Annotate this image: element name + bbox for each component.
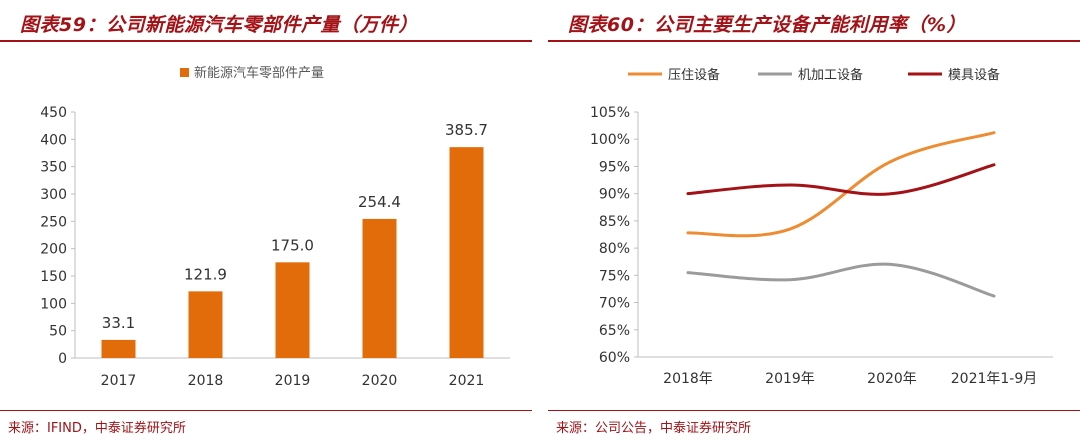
left-source-rule <box>0 410 532 411</box>
legend-label: 新能源汽车零部件产量 <box>194 65 324 81</box>
y-tick-label: 95% <box>599 159 630 175</box>
x-tick-label: 2018 <box>188 373 224 389</box>
left-source-note: 来源：IFIND，中泰证券研究所 <box>8 421 186 436</box>
y-tick-label: 60% <box>599 350 630 366</box>
y-tick-label: 250 <box>40 214 67 230</box>
y-tick-label: 200 <box>40 242 67 258</box>
legend-label: 模具设备 <box>948 67 1000 83</box>
series-line <box>686 163 996 196</box>
left-chart-panel: 图表59：公司新能源汽车零部件产量（万件） 新能源汽车零部件产量 0 50 100 15… <box>0 0 532 440</box>
legend-label: 机加工设备 <box>798 67 863 83</box>
data-label: 175.0 <box>271 236 314 254</box>
y-tick-label: 50 <box>49 324 67 340</box>
right-line-chart: 压住设备 机加工设备 模具设备 60% 65% 70% 75% 80% 85% 90% 95% 100… <box>590 67 1053 387</box>
legend-swatch <box>180 68 189 77</box>
y-tick-label: 450 <box>40 105 67 121</box>
right-source-rule <box>548 410 1080 411</box>
bar <box>449 147 484 358</box>
data-label: 385.7 <box>445 121 488 139</box>
x-tick-label: 2021 <box>449 373 485 389</box>
y-tick-label: 150 <box>40 269 67 285</box>
bar <box>275 262 310 358</box>
y-tick-label: 100% <box>590 132 630 148</box>
x-tick-label: 2018年 <box>663 371 713 387</box>
y-tick-label: 80% <box>599 241 630 257</box>
y-tick-label: 65% <box>599 323 630 339</box>
right-title-rule <box>548 40 1080 42</box>
left-chart-title: 图表59：公司新能源汽车零部件产量（万件） <box>20 14 418 36</box>
y-tick-label: 70% <box>599 296 630 312</box>
bar <box>362 218 397 358</box>
x-tick-label: 2020 <box>362 373 398 389</box>
y-tick-label: 0 <box>58 351 67 367</box>
data-label: 33.1 <box>102 314 135 332</box>
y-tick-label: 400 <box>40 132 67 148</box>
y-tick-label: 90% <box>599 187 630 203</box>
series-line <box>686 262 996 298</box>
y-tick-label: 350 <box>40 160 67 176</box>
y-tick-label: 300 <box>40 187 67 203</box>
right-chart-title: 图表60：公司主要生产设备产能利用率（%） <box>568 14 966 36</box>
series-line <box>686 131 996 238</box>
data-label: 254.4 <box>358 193 401 211</box>
data-label: 121.9 <box>184 265 227 283</box>
y-tick-label: 75% <box>599 268 630 284</box>
x-tick-label: 2019 <box>275 373 311 389</box>
x-tick-label: 2020年 <box>867 371 917 387</box>
left-title-rule <box>0 40 532 42</box>
right-chart-panel: 图表60：公司主要生产设备产能利用率（%） 压住设备 机加工设备 模具设备 60% 65… <box>548 0 1080 440</box>
right-source-note: 来源：公司公告，中泰证券研究所 <box>556 421 752 436</box>
y-tick-label: 100 <box>40 296 67 312</box>
left-bar-chart: 新能源汽车零部件产量 0 50 100 150 200 250 300 350 400 450 33.… <box>40 65 510 389</box>
x-tick-label: 2019年 <box>765 371 815 387</box>
y-tick-label: 85% <box>599 214 630 230</box>
bar <box>101 339 136 358</box>
x-tick-label: 2021年1-9月 <box>951 371 1038 387</box>
bar <box>188 291 223 358</box>
legend-label: 压住设备 <box>668 67 720 83</box>
y-tick-label: 105% <box>590 105 630 121</box>
x-tick-label: 2017 <box>101 373 137 389</box>
